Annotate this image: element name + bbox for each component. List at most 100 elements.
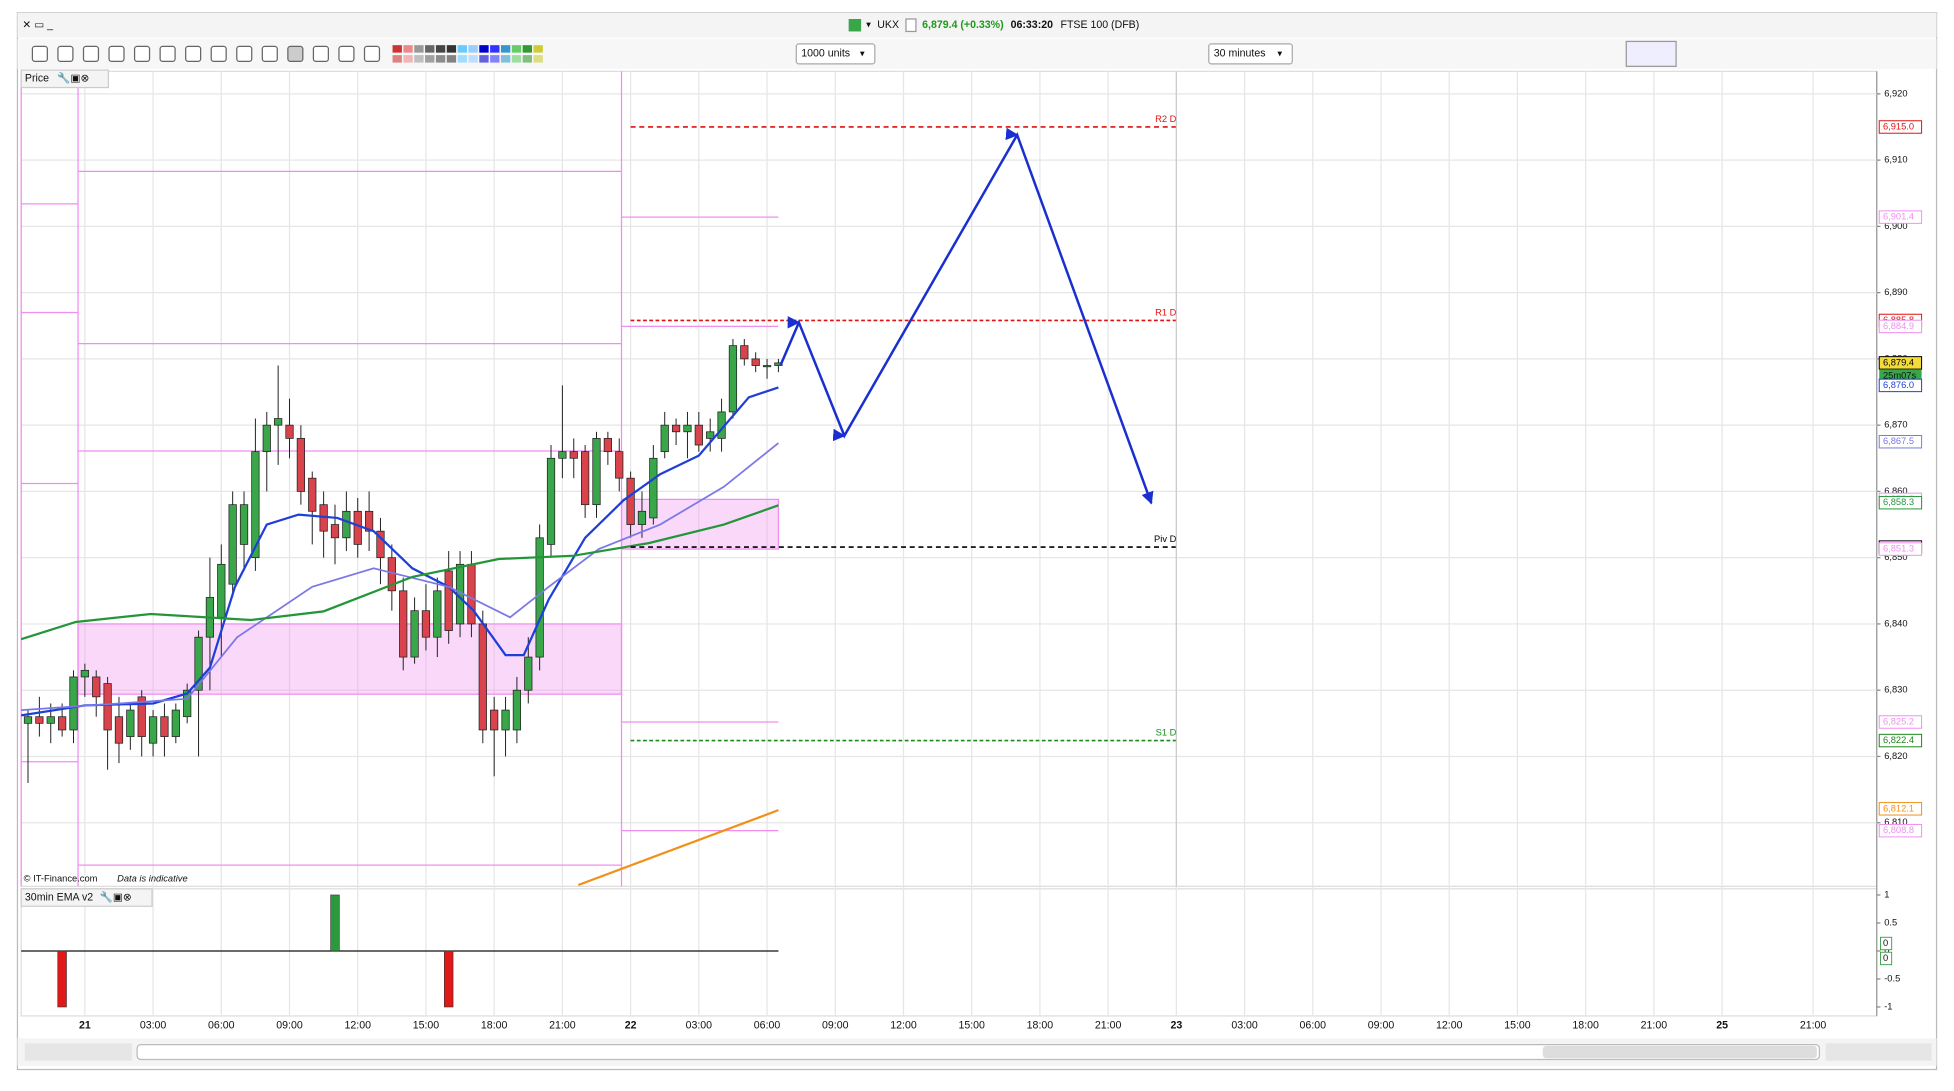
instrument: FTSE 100 (DFB) xyxy=(1060,19,1139,31)
x-tick-label: 21 xyxy=(79,1020,91,1032)
scrollbar[interactable] xyxy=(136,1043,1821,1061)
color-swatch xyxy=(522,55,532,63)
dropdown-arrow: ▾ xyxy=(1277,48,1282,58)
color-swatch xyxy=(425,55,435,63)
color-swatch xyxy=(446,45,457,53)
indicator-panel xyxy=(20,888,1878,1017)
tool-icon xyxy=(236,45,253,62)
panel-icons[interactable]: 🔧▣⊗ xyxy=(100,890,132,903)
window-controls[interactable]: ✕ ▭ _ xyxy=(22,19,53,31)
x-tick-label: 21:00 xyxy=(549,1020,576,1032)
color-swatch xyxy=(533,45,543,53)
candle-body xyxy=(637,510,647,525)
panel-icons[interactable]: 🔧▣⊗ xyxy=(57,72,89,85)
tool-icon xyxy=(338,45,355,62)
tool-icon xyxy=(261,45,278,62)
price-label-box xyxy=(1878,802,1923,816)
tool-icon xyxy=(312,45,329,62)
candle-body xyxy=(569,451,578,459)
plot: 21 03:00 06:00 09:00 12:00 15:00 18:00 21:00 22 0… xyxy=(20,71,1923,1032)
price-label-box xyxy=(1878,210,1923,224)
indicator-line xyxy=(577,809,779,887)
candle-body xyxy=(490,709,499,731)
candle-body xyxy=(410,610,419,658)
candle-body xyxy=(80,669,89,678)
price-label: 6,879.4 xyxy=(1883,357,1914,367)
candle-body xyxy=(433,590,442,638)
candle-body xyxy=(46,716,55,724)
candle-body xyxy=(512,689,522,731)
dropdown-arrow[interactable]: ▾ xyxy=(866,20,871,30)
color-swatch xyxy=(457,55,467,63)
x-tick-label: 15:00 xyxy=(413,1020,440,1032)
color-swatch xyxy=(392,45,402,53)
candle-body xyxy=(694,424,703,446)
candle-body xyxy=(626,477,635,525)
interval-dropdown[interactable] xyxy=(1208,43,1293,65)
bar xyxy=(57,950,67,1008)
indicator-line xyxy=(21,386,779,717)
color-swatch xyxy=(511,45,522,53)
y-tick-label: 0 xyxy=(1884,945,1889,955)
candle-body xyxy=(421,610,431,638)
price-label-box xyxy=(1878,495,1923,510)
bar xyxy=(444,950,454,1008)
candle-body xyxy=(649,457,658,519)
price-label-box xyxy=(1878,356,1923,370)
x-tick-label: 15:00 xyxy=(1504,1020,1531,1032)
info-icon[interactable] xyxy=(905,18,917,33)
bottom-tools[interactable] xyxy=(24,1043,133,1061)
candle-body xyxy=(103,683,112,731)
candle-body xyxy=(183,689,192,718)
x-tick-label: 21:00 xyxy=(1095,1020,1122,1032)
x-tick-label: 06:00 xyxy=(208,1020,235,1032)
candle-body xyxy=(399,590,408,658)
tool-icon xyxy=(57,45,74,62)
color-swatch xyxy=(435,45,446,53)
color-swatch xyxy=(490,55,500,63)
pivot-label: R1 D xyxy=(1155,307,1177,317)
color-swatch xyxy=(500,55,511,63)
x-tick-label: 25 xyxy=(1716,1020,1728,1032)
credit: © IT-Finance.com xyxy=(24,873,98,883)
indicator-title: 30min EMA v2 xyxy=(25,891,93,903)
x-tick-label: 21:00 xyxy=(1800,1020,1827,1032)
y-tick-label: -0.5 xyxy=(1884,973,1900,983)
candle-body xyxy=(683,424,692,433)
candle-body xyxy=(342,510,351,539)
units: 1000 units xyxy=(801,48,850,60)
x-tick-label: 15:00 xyxy=(958,1020,985,1032)
price-label-box xyxy=(1878,542,1923,556)
y-tick-label: -1 xyxy=(1884,1001,1892,1011)
tool-icon xyxy=(363,45,381,62)
candle-body xyxy=(376,530,385,559)
price-label: 6,867.5 xyxy=(1883,436,1914,446)
candle-body xyxy=(160,716,169,737)
color-swatch xyxy=(414,55,424,63)
panel-label: Price xyxy=(25,73,49,85)
x-tick-label: 23 xyxy=(1170,1020,1182,1032)
candle-body xyxy=(171,709,180,737)
color-swatch xyxy=(479,45,489,53)
candle-body xyxy=(501,709,510,731)
tool-icon xyxy=(185,45,202,62)
price-label: 6,825.2 xyxy=(1883,716,1914,726)
price-label-box xyxy=(1878,823,1923,838)
candle-body xyxy=(262,424,271,453)
units-dropdown[interactable] xyxy=(795,43,876,65)
scroll-thumb[interactable] xyxy=(1542,1045,1817,1059)
candle-body xyxy=(467,563,476,625)
indicator-tab xyxy=(20,888,153,907)
color-swatch xyxy=(522,45,532,53)
title-bar xyxy=(17,12,1937,38)
interval: 30 minutes xyxy=(1214,48,1266,60)
tool-icon xyxy=(108,45,125,62)
candle-body xyxy=(274,418,283,426)
zoom-tools[interactable] xyxy=(1825,1043,1932,1061)
instrument-icon xyxy=(848,18,862,32)
chart-style-button[interactable] xyxy=(1625,40,1677,67)
price-label-box xyxy=(1878,715,1923,729)
x-tick-label: 03:00 xyxy=(686,1020,713,1032)
x-tick-label: 03:00 xyxy=(1231,1020,1258,1032)
